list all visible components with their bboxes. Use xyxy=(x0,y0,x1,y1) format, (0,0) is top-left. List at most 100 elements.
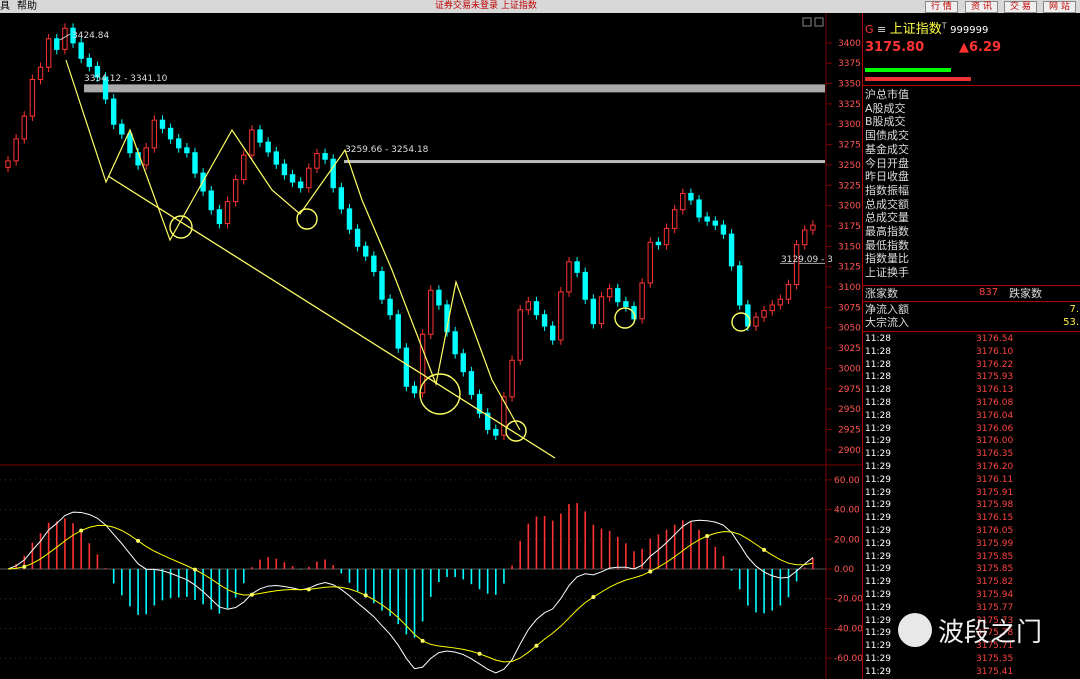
candle-body xyxy=(704,216,710,222)
candle-body xyxy=(785,284,792,300)
candle-body xyxy=(208,190,214,211)
dea-dot xyxy=(648,569,653,574)
y-tick-label: 3200 xyxy=(838,202,861,212)
dea-dot xyxy=(705,534,710,539)
candle-body xyxy=(696,199,702,218)
stat-label: 指数量比 xyxy=(865,252,909,266)
stat-label: 基金成交 xyxy=(865,142,909,156)
candle-body xyxy=(517,309,523,361)
menu-bar: 具 帮助 证券交易未登录 上证指数 行 情 资 讯 交 易 网 站 xyxy=(0,0,1080,13)
tick-price: 3175.93 xyxy=(976,372,1014,383)
restore-icon xyxy=(802,17,812,27)
macd-y-tick-label: 0.00 xyxy=(834,565,854,575)
y-tick-label: 3000 xyxy=(838,364,861,374)
price-change: ▲6.29 xyxy=(959,40,1002,55)
tick-price: 3176.04 xyxy=(976,410,1014,421)
tick-time: 11:29 xyxy=(865,602,891,613)
y-tick-label: 3400 xyxy=(838,39,861,49)
website-button[interactable]: 网 站 xyxy=(1043,1,1076,13)
stat-label: A股成交 xyxy=(865,101,906,115)
candle-body xyxy=(54,38,60,50)
quotes-button[interactable]: 行 情 xyxy=(925,1,958,13)
stat-label: 最高指数 xyxy=(865,225,909,238)
resistance-band xyxy=(344,160,825,164)
stat-label: 指数振幅 xyxy=(865,183,909,197)
candle-body xyxy=(403,347,410,387)
tick-time: 11:29 xyxy=(865,538,891,549)
kline-chart[interactable]: 2900 2925 2950 2975 3000 3025 3050 3075 3100 3125… xyxy=(0,0,862,679)
y-tick-label: 2975 xyxy=(838,385,861,395)
candle-body xyxy=(655,241,662,246)
list-icon[interactable]: ≡ xyxy=(877,23,887,36)
tick-time: 11:29 xyxy=(865,423,891,434)
macd-y-tick-label: -60.00 xyxy=(834,654,862,664)
candle-body xyxy=(639,282,645,320)
t-marker: T xyxy=(941,21,947,31)
menu-item-partial[interactable]: 具 xyxy=(0,1,10,12)
up-count-label: 涨家数 xyxy=(865,287,898,300)
candle-body xyxy=(289,174,296,183)
tick-time: 11:28 xyxy=(865,359,891,370)
candle-body xyxy=(802,229,808,246)
tick-price: 3175.82 xyxy=(976,577,1014,588)
candle-body xyxy=(363,245,369,257)
tick-time: 11:29 xyxy=(865,654,891,664)
candle-body xyxy=(753,316,759,327)
trade-button[interactable]: 交 易 xyxy=(1004,1,1037,13)
stock-code: 999999 xyxy=(950,25,989,36)
stat-label: 上证换手 xyxy=(865,266,909,280)
y-tick-label: 3100 xyxy=(838,283,861,293)
candle-body xyxy=(297,181,304,189)
candle-body xyxy=(94,65,101,78)
candle-body xyxy=(598,296,605,325)
tick-time: 11:29 xyxy=(865,449,891,460)
last-price: 3175.80 xyxy=(865,40,925,55)
tick-price: 3175.91 xyxy=(976,487,1014,498)
tick-time: 11:29 xyxy=(865,500,891,511)
y-tick-label: 3075 xyxy=(838,303,861,313)
y-tick-label: 3350 xyxy=(838,80,861,90)
candle-body xyxy=(273,151,279,165)
candle-body xyxy=(590,298,597,325)
candle-body xyxy=(550,325,556,341)
close-icon xyxy=(814,17,824,27)
candle-body xyxy=(102,76,109,100)
wechat-icon xyxy=(898,613,932,647)
candle-body xyxy=(525,301,532,311)
candle-body xyxy=(606,288,613,298)
candle-body xyxy=(558,291,564,341)
candle-body xyxy=(192,152,198,174)
menu-item-help[interactable]: 帮助 xyxy=(17,1,37,12)
candle-body xyxy=(468,371,475,395)
quote-panel: G ≡ 上证指数T 999999 3175.80 ▲6.29 沪总市值 A股成交 B… xyxy=(862,13,1080,679)
tick-price: 3176.06 xyxy=(976,423,1014,434)
y-tick-label: 3300 xyxy=(838,120,861,130)
high-annotation: 3424.84 xyxy=(72,31,109,41)
candle-body xyxy=(62,27,68,50)
candle-body xyxy=(184,147,190,154)
candle-body xyxy=(615,288,621,303)
candle-body xyxy=(37,66,44,80)
candle-body xyxy=(509,359,515,398)
dea-dot xyxy=(591,595,596,600)
annotation-pointer xyxy=(59,33,71,41)
tick-price: 3175.77 xyxy=(976,602,1014,613)
tick-time: 11:29 xyxy=(865,590,891,600)
dea-dot xyxy=(249,592,254,597)
candle-body xyxy=(493,428,499,436)
stat-label: 沪总市值 xyxy=(865,88,909,101)
marker-circle xyxy=(731,312,751,332)
watermark-text: 波段之门 xyxy=(938,617,1043,648)
tick-time: 11:29 xyxy=(865,615,891,626)
y-tick-label: 3275 xyxy=(838,141,861,151)
market-flag: G xyxy=(865,23,874,36)
tick-price: 3175.85 xyxy=(976,564,1014,575)
candle-body xyxy=(777,298,784,306)
candle-body xyxy=(501,396,507,436)
dea-dot xyxy=(79,528,84,533)
candle-body xyxy=(737,265,743,306)
tick-price: 3176.05 xyxy=(976,526,1014,536)
news-button[interactable]: 资 讯 xyxy=(965,1,998,13)
login-status: 证券交易未登录 上证指数 xyxy=(435,1,537,11)
tick-price: 3175.71 xyxy=(976,641,1014,652)
